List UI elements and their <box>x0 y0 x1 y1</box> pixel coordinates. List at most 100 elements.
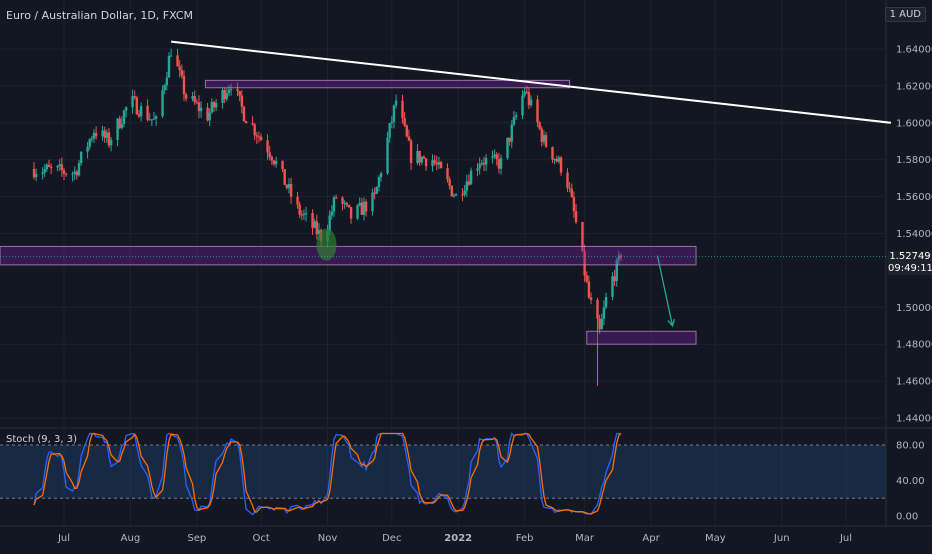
candle-body <box>437 162 441 165</box>
support-resistance-zone <box>0 245 697 266</box>
candle-body <box>407 136 411 141</box>
candle-body <box>165 77 169 86</box>
candle-body <box>92 132 96 139</box>
price-tick-label: 1.56000 <box>896 192 932 203</box>
candle-body <box>75 171 79 176</box>
candle-body <box>86 146 89 152</box>
candle-body <box>491 156 494 158</box>
candle-body <box>375 187 378 194</box>
candle-body <box>163 85 166 91</box>
candle-body <box>536 99 539 123</box>
candle-body <box>191 96 194 99</box>
candle-body <box>559 157 563 173</box>
time-tick-label: Oct <box>252 533 269 544</box>
candle-body <box>229 89 233 91</box>
candle-body <box>521 95 524 116</box>
candle-body <box>390 121 393 124</box>
candle-body <box>568 187 571 189</box>
candle-body <box>377 177 381 188</box>
bar-countdown: 09:49:11 <box>888 262 932 275</box>
candle-body <box>270 156 274 161</box>
candle-body <box>56 165 59 168</box>
candle-body <box>169 55 173 57</box>
price-tick-label: 1.60000 <box>896 118 932 129</box>
candle-body <box>596 299 599 319</box>
candle-body <box>484 157 488 165</box>
candle-body <box>259 136 263 141</box>
candle-body <box>109 140 113 146</box>
candle-body <box>566 172 569 188</box>
candle-body <box>424 158 428 167</box>
candle-body <box>313 221 316 228</box>
candle-body <box>476 168 479 171</box>
candle-body <box>137 114 141 117</box>
candle-body <box>251 123 254 125</box>
stoch-tick-label: 80.00 <box>896 441 925 452</box>
candle-body <box>49 166 53 168</box>
candle-body <box>379 173 383 178</box>
candle-body <box>317 230 321 235</box>
candle-body <box>274 160 278 165</box>
candle-body <box>154 116 158 119</box>
candle-body <box>617 255 621 261</box>
time-tick-label: May <box>705 533 726 544</box>
candle-body <box>298 204 301 215</box>
candle-body <box>105 132 109 138</box>
candle-body <box>469 170 473 185</box>
candle-body <box>296 196 299 205</box>
candle-body <box>360 202 364 215</box>
candle-body <box>373 192 376 194</box>
candle-body <box>240 95 244 107</box>
candle-body <box>212 101 216 108</box>
candle-body <box>544 135 548 147</box>
highlight-ellipse <box>316 228 337 261</box>
candle-body <box>598 318 601 330</box>
candle-body <box>94 132 98 137</box>
candle-body <box>529 99 533 106</box>
candle-body <box>439 162 443 169</box>
candle-body <box>315 221 319 235</box>
candle-body <box>334 197 338 199</box>
time-tick-label: Mar <box>575 533 595 544</box>
candle-body <box>77 163 81 176</box>
candle-body <box>133 96 136 98</box>
candle-body <box>356 205 359 219</box>
candle-body <box>514 115 518 118</box>
candle-body <box>371 192 374 212</box>
candle-body <box>122 110 126 124</box>
candle-body <box>90 138 94 140</box>
candle-body <box>467 181 471 185</box>
candle-body <box>45 164 49 170</box>
currency-label[interactable]: 1 AUD <box>884 7 926 22</box>
candle-body <box>146 105 149 120</box>
candle-body <box>401 100 404 119</box>
candle-body <box>176 55 179 67</box>
candle-body <box>238 90 241 96</box>
stoch-tick-label: 40.00 <box>896 476 925 487</box>
candle-body <box>135 97 139 115</box>
candle-body <box>589 297 593 300</box>
candle-body <box>542 135 546 142</box>
stoch-indicator-label[interactable]: Stoch (9, 3, 3) <box>6 434 78 445</box>
candle-body <box>184 94 188 99</box>
candle-body <box>478 163 481 169</box>
candle-body <box>557 157 561 162</box>
stoch-overbought-oversold-band <box>0 445 886 499</box>
candle-body <box>268 152 271 157</box>
candle-body <box>613 276 616 282</box>
candle-body <box>540 128 543 142</box>
candle-body <box>341 197 344 204</box>
candle-body <box>349 207 353 219</box>
candle-body <box>107 132 111 146</box>
candle-body <box>210 101 214 113</box>
candle-body <box>71 173 74 175</box>
candle-body <box>62 170 66 174</box>
candle-body <box>88 139 91 147</box>
candle-body <box>583 251 586 276</box>
candle-body <box>116 118 119 141</box>
candle-body <box>178 66 181 71</box>
time-tick-label: Nov <box>318 533 338 544</box>
candle-body <box>420 156 423 163</box>
candle-body <box>362 201 366 215</box>
